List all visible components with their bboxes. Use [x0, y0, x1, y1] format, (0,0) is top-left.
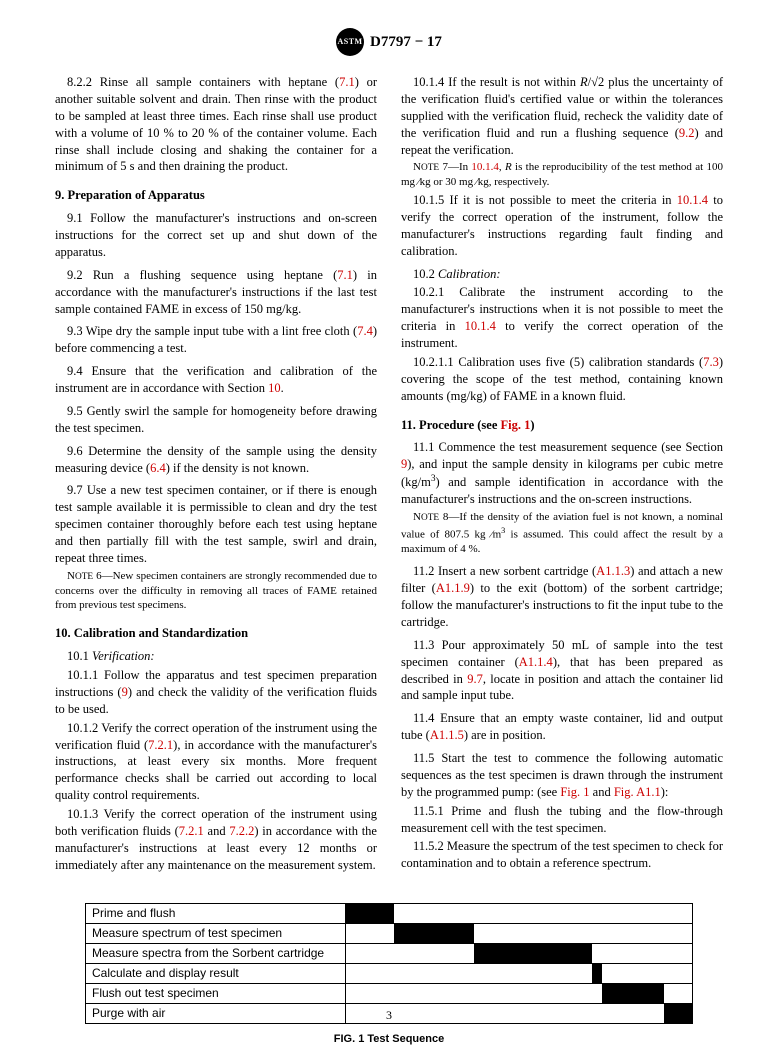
p-10.2.1.1: 10.2.1.1 Calibration uses five (5) calib… [401, 354, 723, 405]
link-10.1.4: 10.1.4 [677, 193, 708, 207]
p-11.5.2: 11.5.2 Measure the spectrum of the test … [401, 838, 723, 872]
gantt-chart: Prime and flushMeasure spectrum of test … [85, 903, 693, 1024]
gantt-row-label: Prime and flush [86, 903, 346, 923]
link-10.1.4n: 10.1.4 [471, 161, 499, 173]
p-9.5: 9.5 Gently swirl the sample for homogene… [55, 403, 377, 437]
p-10.1.2: 10.1.2 Verify the correct operation of t… [55, 720, 377, 804]
gantt-row-label: Flush out test specimen [86, 983, 346, 1003]
p-9.2: 9.2 Run a flushing sequence using heptan… [55, 267, 377, 318]
link-fig1: Fig. 1 [501, 418, 531, 432]
p-9.1: 9.1 Follow the manufacturer's instructio… [55, 210, 377, 261]
p-9.6: 9.6 Determine the density of the sample … [55, 443, 377, 477]
link-9.7: 9.7 [467, 672, 483, 686]
sec10-title: 10. Calibration and Standardization [55, 625, 377, 642]
link-7.2.2: 7.2.2 [229, 824, 254, 838]
note-6: NOTE NOTE 6—New specimen containers are … [55, 569, 377, 614]
p-10.1.5: 10.1.5 If it is not possible to meet the… [401, 192, 723, 260]
p-10.1.1: 10.1.1 Follow the apparatus and test spe… [55, 667, 377, 718]
link-A1.1.3: A1.1.3 [596, 564, 630, 578]
p-9.3: 9.3 Wipe dry the sample input tube with … [55, 323, 377, 357]
link-A1.1.9: A1.1.9 [436, 581, 470, 595]
link-fig1b: Fig. 1 [560, 785, 589, 799]
link-A1.1.5: A1.1.5 [430, 728, 464, 742]
doc-id: D7797 − 17 [370, 32, 442, 52]
link-7.3: 7.3 [703, 355, 719, 369]
astm-logo: ASTM [336, 28, 364, 56]
gantt-row-label: Calculate and display result [86, 963, 346, 983]
doc-header: ASTM D7797 − 17 [55, 28, 723, 56]
link-figA1.1: Fig. A1.1 [614, 785, 661, 799]
p-10.2.1: 10.2.1 Calibrate the instrument accordin… [401, 284, 723, 352]
gantt-row-bar [346, 963, 693, 983]
sec9-title: 9. Preparation of Apparatus [55, 187, 377, 204]
link-6.4: 6.4 [150, 461, 166, 475]
gantt-row-bar [346, 943, 693, 963]
link-10: 10 [268, 381, 281, 395]
p-10.1: 10.1 Verification: [55, 648, 377, 665]
p-8.2.2: 8.2.2 Rinse all sample containers with h… [55, 74, 377, 175]
p-10.1.3: 10.1.3 Verify the correct operation of t… [55, 806, 377, 874]
body-columns: 8.2.2 Rinse all sample containers with h… [55, 74, 723, 875]
link-A1.1.4: A1.1.4 [519, 655, 553, 669]
link-7.2.1: 7.2.1 [148, 738, 173, 752]
p-11.4: 11.4 Ensure that an empty waste containe… [401, 710, 723, 744]
gantt-row-label: Measure spectra from the Sorbent cartrid… [86, 943, 346, 963]
p-10.1.4: 10.1.4 If the result is not within R/√2 … [401, 74, 723, 158]
p-11.1: 11.1 Commence the test measurement seque… [401, 439, 723, 508]
gantt-row-bar [346, 903, 693, 923]
link-7.4: 7.4 [357, 324, 373, 338]
note-7: NOTE 7—In 10.1.4, R is the reproducibili… [401, 160, 723, 190]
p-9.7: 9.7 Use a new test specimen container, o… [55, 482, 377, 566]
fig-caption: FIG. 1 Test Sequence [85, 1032, 693, 1047]
link-10.1.4b: 10.1.4 [465, 319, 496, 333]
p-10.2: 10.2 Calibration: [401, 266, 723, 283]
note-8: NOTE 8—If the density of the aviation fu… [401, 510, 723, 557]
gantt-row-bar [346, 923, 693, 943]
p-11.5: 11.5 Start the test to commence the foll… [401, 750, 723, 801]
figure-1: Prime and flushMeasure spectrum of test … [55, 903, 723, 1047]
p-9.4: 9.4 Ensure that the verification and cal… [55, 363, 377, 397]
link-9.2: 9.2 [679, 126, 695, 140]
gantt-row-label: Measure spectrum of test specimen [86, 923, 346, 943]
sec11-title: 11. Procedure (see Fig. 1) [401, 417, 723, 434]
p-11.3: 11.3 Pour approximately 50 mL of sample … [401, 637, 723, 705]
page-number: 3 [0, 1007, 778, 1023]
link-7.1: 7.1 [339, 75, 355, 89]
gantt-row-bar [346, 983, 693, 1003]
link-7.2.1b: 7.2.1 [179, 824, 204, 838]
link-7.1b: 7.1 [337, 268, 353, 282]
p-11.5.1: 11.5.1 Prime and flush the tubing and th… [401, 803, 723, 837]
p-11.2: 11.2 Insert a new sorbent cartridge (A1.… [401, 563, 723, 631]
